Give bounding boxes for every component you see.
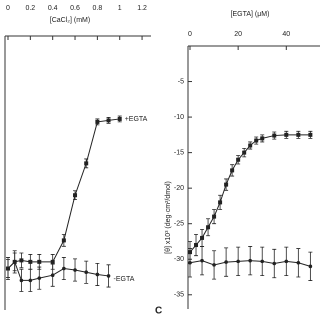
- marker: [308, 132, 313, 137]
- marker: [95, 119, 100, 124]
- marker: [248, 258, 252, 263]
- x-tick-label: 0.2: [25, 5, 35, 12]
- x-tick-label: 0: [6, 5, 10, 12]
- x-axis-label: [EGTA] (μM): [231, 11, 270, 18]
- series-line: [7, 260, 109, 281]
- marker: [296, 132, 301, 137]
- marker: [212, 263, 216, 267]
- marker: [84, 270, 89, 275]
- x-tick-label: 0: [188, 31, 192, 38]
- marker: [62, 266, 66, 271]
- x-tick-label: 20: [234, 31, 242, 38]
- marker: [117, 116, 122, 121]
- marker: [73, 193, 78, 198]
- marker: [200, 258, 204, 263]
- marker: [284, 132, 289, 137]
- marker: [194, 243, 199, 248]
- x-tick-label: 1: [118, 5, 122, 12]
- y-tick-label: -20: [174, 185, 184, 192]
- series-label: -EGTA: [114, 276, 135, 283]
- marker: [272, 133, 277, 138]
- x-tick-label: 0.6: [70, 5, 80, 12]
- marker: [6, 266, 10, 271]
- marker: [260, 259, 265, 264]
- marker: [37, 276, 42, 280]
- y-tick-label: -25: [174, 221, 184, 228]
- marker: [19, 278, 24, 283]
- marker: [284, 259, 289, 264]
- marker: [61, 238, 66, 243]
- marker: [95, 272, 100, 277]
- y-tick-label: -10: [174, 114, 184, 121]
- marker: [296, 260, 301, 265]
- marker: [248, 143, 253, 148]
- x-axis-label: [CaCl₂] (mM): [50, 17, 90, 24]
- x-tick-label: 0.8: [93, 5, 103, 12]
- marker: [218, 200, 223, 205]
- marker: [84, 161, 89, 166]
- marker: [254, 138, 259, 143]
- marker: [242, 150, 247, 155]
- marker: [200, 235, 205, 240]
- series-label: +EGTA: [125, 116, 148, 123]
- marker: [50, 259, 55, 264]
- marker: [12, 260, 17, 264]
- marker: [224, 182, 229, 187]
- marker: [230, 168, 235, 173]
- y-tick-label: -35: [174, 292, 184, 299]
- y-tick-label: -5: [178, 78, 184, 85]
- marker: [28, 278, 33, 283]
- marker: [212, 214, 217, 219]
- marker: [37, 259, 42, 264]
- marker: [224, 260, 228, 264]
- x-tick-label: 0.4: [48, 5, 58, 12]
- marker: [272, 261, 277, 266]
- marker: [260, 136, 265, 141]
- y-axis-label: [θ] x10³ (deg·cm²/dmol): [165, 181, 172, 254]
- marker: [28, 259, 33, 264]
- marker: [236, 259, 240, 264]
- marker: [73, 268, 77, 272]
- x-tick-label: 1.2: [137, 5, 147, 12]
- marker: [206, 225, 211, 230]
- marker: [50, 273, 55, 277]
- marker: [236, 157, 241, 162]
- marker: [106, 274, 111, 278]
- marker: [19, 258, 24, 263]
- y-tick-label: -30: [174, 256, 184, 263]
- marker: [188, 260, 192, 265]
- panel-label: C: [155, 306, 162, 317]
- marker: [308, 264, 313, 269]
- x-tick-label: 40: [282, 31, 290, 38]
- y-tick-label: -15: [174, 149, 184, 156]
- marker: [106, 118, 111, 123]
